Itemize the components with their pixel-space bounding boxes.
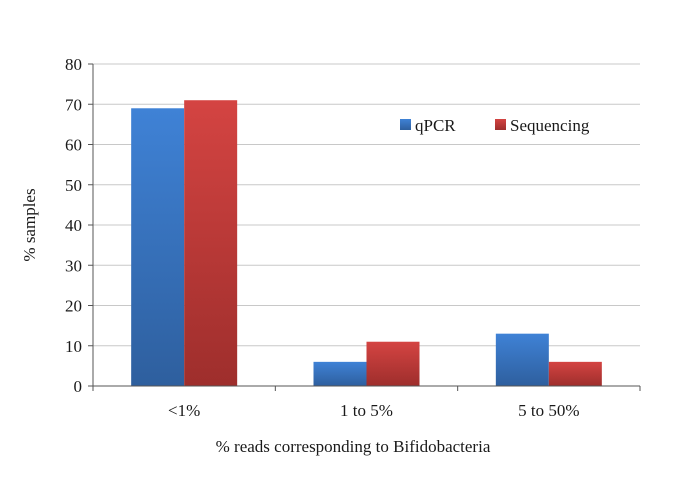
y-axis-label: % samples bbox=[20, 188, 39, 261]
legend-label-qpcr: qPCR bbox=[415, 116, 456, 135]
y-tick-label: 0 bbox=[74, 377, 83, 396]
tick-labels: 0 10 20 30 40 50 60 70 80 <1% 1 to 5% 5 to 50% bbox=[65, 55, 580, 420]
x-axis-label: % reads corresponding to Bifidobacteria bbox=[216, 437, 491, 456]
bar-qpcr bbox=[131, 108, 185, 387]
x-tick-label: 5 to 50% bbox=[518, 401, 579, 420]
y-tick-label: 50 bbox=[65, 176, 82, 195]
legend: qPCR Sequencing bbox=[400, 116, 590, 135]
bar-sequencing bbox=[548, 361, 602, 386]
legend-swatch-sequencing bbox=[495, 119, 506, 130]
y-tick-label: 10 bbox=[65, 337, 82, 356]
bar-qpcr bbox=[495, 333, 549, 386]
y-tick-label: 40 bbox=[65, 216, 82, 235]
y-tick-label: 60 bbox=[65, 136, 82, 155]
y-tick-label: 20 bbox=[65, 297, 82, 316]
bars bbox=[131, 100, 602, 387]
x-tick-label: 1 to 5% bbox=[340, 401, 393, 420]
bar-sequencing bbox=[366, 341, 420, 386]
bar-sequencing bbox=[184, 100, 238, 386]
legend-swatch-qpcr bbox=[400, 119, 411, 130]
x-tick-label: <1% bbox=[168, 401, 200, 420]
y-tick-label: 30 bbox=[65, 256, 82, 275]
axes bbox=[88, 63, 641, 391]
y-tick-label: 80 bbox=[65, 55, 82, 74]
y-tick-label: 70 bbox=[65, 95, 82, 114]
legend-label-sequencing: Sequencing bbox=[510, 116, 590, 135]
bar-qpcr bbox=[313, 361, 367, 386]
